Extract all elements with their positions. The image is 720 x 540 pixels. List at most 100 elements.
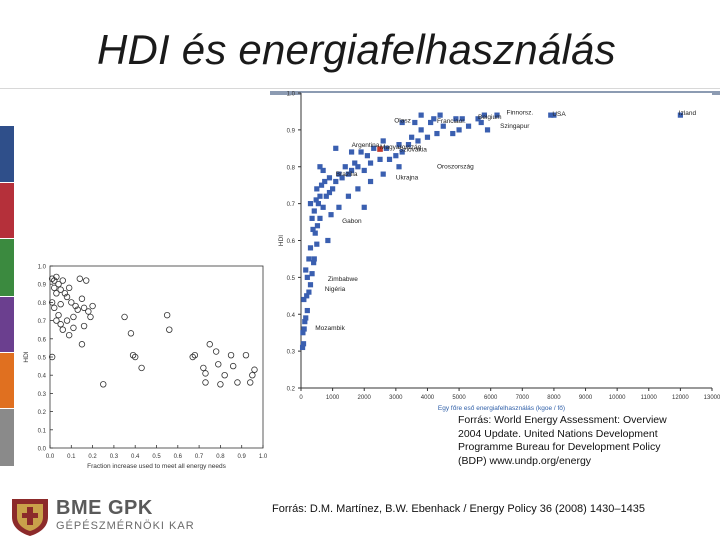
- inset-data-point: [217, 381, 224, 388]
- main-data-point: [475, 116, 481, 122]
- main-point-label: Nigéria: [325, 286, 346, 293]
- main-data-point: [304, 274, 310, 280]
- main-data-point: [418, 112, 424, 118]
- main-data-point: [325, 237, 331, 244]
- main-data-point: [437, 112, 443, 118]
- inset-data-point: [242, 351, 250, 359]
- inset-y-tick-label: 0.8: [38, 301, 47, 307]
- inset-data-point: [63, 293, 71, 301]
- main-point-label: Finnorsz.: [507, 109, 534, 116]
- main-x-tick-label: 9000: [579, 395, 593, 401]
- main-data-point: [412, 119, 418, 126]
- sidebar-color-5: [0, 353, 14, 408]
- main-point-label: Mozambik: [315, 325, 345, 332]
- main-data-point: [303, 315, 309, 321]
- main-y-tick-label: 1.0: [287, 92, 296, 98]
- main-x-tick-label: 6000: [484, 395, 498, 401]
- main-y-tick-label: 0.8: [287, 165, 296, 171]
- logo-wordmark: BME GPK: [56, 497, 153, 519]
- main-data-point: [348, 167, 355, 174]
- main-data-point: [405, 142, 412, 148]
- main-point-label: Szingapur: [500, 123, 530, 130]
- main-y-axis-label: HDI: [278, 235, 285, 246]
- main-point-label: Gabon: [342, 218, 362, 225]
- inset-data-point: [80, 322, 88, 330]
- main-data-point: [320, 167, 326, 174]
- inset-data-point: [57, 286, 64, 293]
- main-point-label: Zimbabwe: [328, 276, 358, 283]
- main-data-point: [396, 142, 402, 148]
- inset-data-point: [72, 302, 79, 310]
- main-data-point: [424, 134, 431, 140]
- main-data-point: [339, 175, 345, 181]
- main-data-point: [312, 230, 318, 236]
- main-data-point: [300, 330, 306, 336]
- inset-data-point: [65, 284, 73, 292]
- inset-data-point: [227, 351, 235, 359]
- inset-y-tick-label: 0.4: [38, 374, 47, 380]
- main-y-tick-label: 0.6: [287, 239, 296, 245]
- main-data-point: [361, 204, 367, 210]
- main-y-tick-label: 0.9: [287, 128, 296, 134]
- inset-data-point: [191, 351, 199, 359]
- main-data-point: [330, 186, 336, 192]
- main-data-point: [333, 178, 339, 185]
- main-data-point: [361, 167, 367, 174]
- main-data-point: [450, 130, 456, 137]
- main-data-point: [311, 256, 317, 262]
- inset-data-point: [70, 324, 77, 332]
- main-data-point: [328, 212, 334, 218]
- inset-chart-group: 0.0 0.1 0.2 0.3 0.4 0.5 0.6 0.7 0.8 0.9 1.0 0.0 0.1 0…: [23, 265, 268, 471]
- main-data-point: [313, 197, 319, 203]
- main-x-tick-label: 11000: [641, 395, 658, 401]
- main-chart-group: 0.2 0.3 0.4 0.5 0.6 0.7 0.8 0.9 1.0 0 1000 2000 3000…: [278, 92, 720, 413]
- main-x-tick-label: 4000: [421, 395, 435, 401]
- main-x-tick-label: 8000: [547, 395, 561, 401]
- inset-data-point: [53, 317, 60, 324]
- main-data-point: [481, 112, 487, 118]
- main-point-label: Oroszország: [437, 164, 474, 171]
- inset-data-point: [89, 302, 96, 310]
- main-data-point: [333, 145, 339, 151]
- main-data-point: [434, 130, 440, 137]
- main-data-point: [364, 153, 370, 159]
- inset-data-point: [131, 353, 139, 361]
- main-x-tick-label: 7000: [516, 395, 530, 401]
- main-data-point: [307, 245, 314, 251]
- main-data-point: [299, 344, 306, 351]
- main-data-point: [415, 138, 421, 144]
- main-data-point: [409, 134, 415, 140]
- inset-data-point: [57, 321, 64, 328]
- main-data-point: [677, 112, 683, 118]
- main-data-point: [428, 119, 434, 126]
- main-data-point: [300, 341, 307, 347]
- inset-data-point: [234, 379, 241, 386]
- inset-plot-frame: [49, 265, 264, 449]
- main-data-point: [459, 116, 465, 122]
- inset-data-point: [61, 290, 69, 297]
- inset-data-point: [59, 326, 66, 333]
- inset-x-axis-label: Fraction increase used to meet all energ…: [87, 463, 226, 470]
- inset-x-tick-label: 0.3: [110, 454, 119, 460]
- inset-data-point: [51, 277, 58, 284]
- main-point-label: Belgium: [478, 114, 501, 121]
- main-data-point: [309, 215, 315, 221]
- main-data-point: [383, 145, 389, 151]
- inset-x-tick-label: 0.0: [46, 454, 55, 460]
- main-data-point: [311, 260, 317, 266]
- inset-data-point: [221, 372, 228, 379]
- inset-data-point: [202, 379, 209, 386]
- main-data-point: [358, 149, 364, 155]
- main-data-point: [386, 156, 393, 162]
- main-data-point: [380, 138, 386, 144]
- main-plot-area: [301, 93, 712, 388]
- main-point-label: Izland: [679, 110, 697, 117]
- inset-data-point: [129, 351, 137, 359]
- inset-data-point: [65, 331, 73, 339]
- main-data-point: [367, 160, 374, 166]
- main-data-point: [377, 156, 383, 162]
- main-data-point: [326, 189, 333, 196]
- main-point-label: Argentina: [352, 142, 380, 149]
- main-x-tick-label: 0: [299, 395, 303, 401]
